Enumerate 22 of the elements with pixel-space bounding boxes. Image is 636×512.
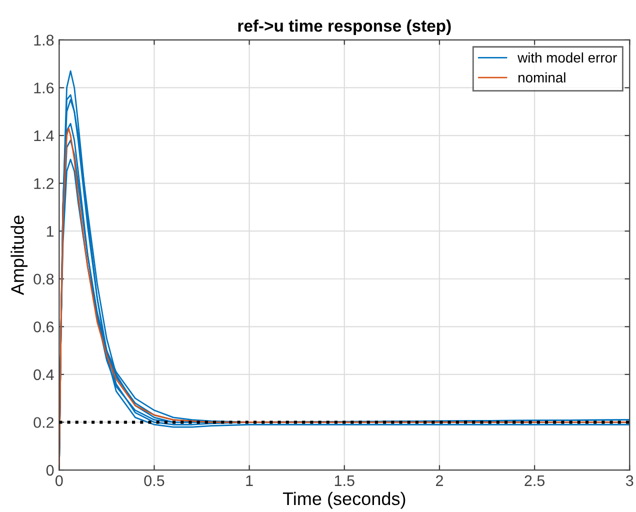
y-tick-label: 0 xyxy=(46,464,54,476)
y-tick-label: 1.8 xyxy=(34,34,54,46)
chart-title: ref->u time response (step) xyxy=(238,20,451,36)
y-tick-label: 1.2 xyxy=(34,178,54,189)
x-axis-title: Time (seconds) xyxy=(282,492,406,509)
y-axis-title: Amplitude xyxy=(10,216,28,296)
x-tick-label: 1 xyxy=(246,475,253,486)
x-tick-label: 0 xyxy=(55,475,63,486)
y-tick-label: 0.4 xyxy=(34,369,54,380)
y-tick-label: 1 xyxy=(46,226,54,237)
x-tick-label: 2.5 xyxy=(524,475,545,486)
x-tick-label: 2 xyxy=(436,475,443,486)
legend-label: with model error xyxy=(518,52,617,63)
x-tick-label: 1.5 xyxy=(334,475,354,486)
y-tick-label: 1.4 xyxy=(34,130,54,142)
legend-label: nominal xyxy=(518,72,566,83)
y-tick-label: 0.2 xyxy=(34,417,54,428)
y-tick-label: 0.8 xyxy=(34,274,54,285)
y-tick-label: 0.6 xyxy=(34,322,54,332)
x-tick-label: 0.5 xyxy=(144,475,164,486)
x-tick-label: 3 xyxy=(626,475,634,486)
y-tick-label: 1.6 xyxy=(34,82,54,94)
